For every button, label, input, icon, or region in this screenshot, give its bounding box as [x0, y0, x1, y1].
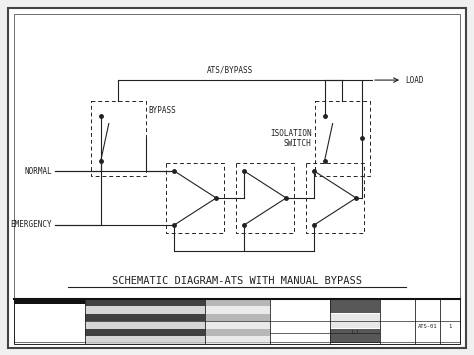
Bar	[14, 299, 460, 344]
Bar	[85, 329, 205, 337]
Bar	[85, 337, 205, 344]
Bar	[205, 299, 270, 306]
Text: EMERGENCY: EMERGENCY	[11, 220, 52, 229]
Bar	[205, 337, 270, 344]
Text: NORMAL: NORMAL	[25, 166, 52, 175]
Bar	[205, 314, 270, 321]
Bar	[330, 314, 380, 328]
Bar	[85, 321, 205, 329]
Bar	[306, 163, 364, 233]
Bar	[330, 299, 380, 313]
Bar	[205, 329, 270, 337]
Bar	[205, 306, 270, 314]
Bar	[205, 321, 270, 329]
Text: LOAD: LOAD	[405, 76, 424, 84]
Bar	[166, 163, 224, 233]
Text: ATS/BYPASS: ATS/BYPASS	[207, 65, 253, 74]
FancyBboxPatch shape	[9, 8, 466, 348]
Text: ATS-01: ATS-01	[418, 324, 438, 329]
Bar	[91, 100, 146, 175]
Bar	[236, 163, 294, 233]
Bar	[315, 100, 370, 175]
Text: SWITCH: SWITCH	[284, 138, 311, 148]
Text: BYPASS: BYPASS	[149, 105, 176, 115]
Bar	[330, 329, 380, 343]
Text: ISOLATION: ISOLATION	[270, 129, 311, 137]
Bar	[85, 299, 205, 306]
Text: 1:1: 1:1	[351, 330, 359, 335]
Text: SCHEMATIC DIAGRAM-ATS WITH MANUAL BYPASS: SCHEMATIC DIAGRAM-ATS WITH MANUAL BYPASS	[112, 276, 362, 286]
Bar	[85, 306, 205, 314]
Text: 1: 1	[448, 324, 452, 329]
Bar	[14, 299, 85, 304]
Bar	[85, 314, 205, 321]
